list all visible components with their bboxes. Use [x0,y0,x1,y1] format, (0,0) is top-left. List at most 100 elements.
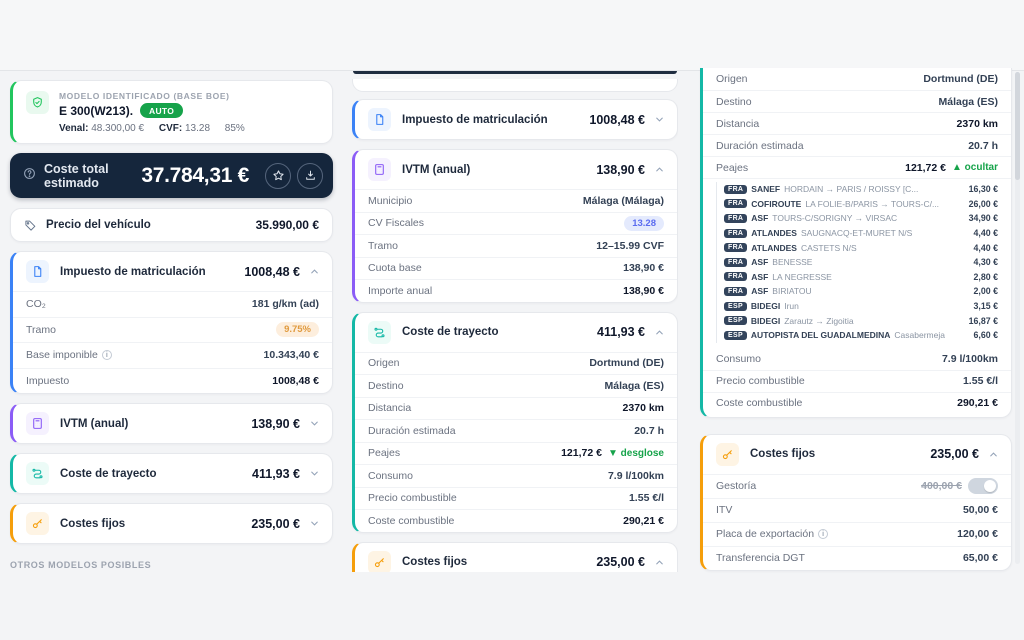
trip-cost-header[interactable]: Coste de trayecto 411,93 € [13,454,332,493]
download-button[interactable] [297,162,323,189]
row-value: 7.9 l/100km [941,352,998,365]
row-value: 1.55 €/l [962,375,998,388]
chevron-down-icon[interactable] [309,468,320,479]
registration-tax-header[interactable]: Impuesto de matriculación 1008,48 € [13,252,332,291]
vehicle-price-card: Precio del vehículo 35.990,00 € [10,208,333,242]
chevron-down-icon[interactable] [654,114,665,125]
detail-row: CV Fiscales 13.28 [355,211,677,235]
row-label: Peajes [716,161,749,174]
chevron-up-icon[interactable] [988,449,999,460]
row-value: 10.343,40 € [263,349,319,362]
row-value: 65,00 € [962,552,998,565]
scrollbar-thumb[interactable] [1015,72,1020,180]
vertical-scrollbar[interactable] [1015,72,1020,564]
toggle-breakdown-link[interactable]: ▲ ocultar [951,162,998,173]
detail-row: Peajes 121,72 € ▲ ocultar [703,156,1011,178]
ivtm-header[interactable]: IVTM (anual) 138,90 € [355,150,677,189]
section-title: Costes fijos [402,556,468,568]
toll-price: 16,30 € [968,184,998,195]
chevron-up-icon[interactable] [309,266,320,277]
ivtm-header[interactable]: IVTM (anual) 138,90 € [13,404,332,443]
row-value-group: 10.343,40 € [264,349,319,361]
registration-tax-header[interactable]: Impuesto de matriculación 1008,48 € [355,100,677,139]
fixed-costs-header[interactable]: Costes fijos 235,00 € [703,435,1011,474]
fixed-costs-rows: Gestoría 400,00 € ITV 50,00 € Placa de expor… [703,473,1011,570]
detail-row: Base imponible i 10.343,40 € [13,342,332,368]
row-value: 1.55 €/l [628,492,664,505]
chevron-up-icon[interactable] [654,557,665,568]
row-label: Cuota base [368,262,422,275]
toll-row: FRA COFIROUTE LA FOLIE-B/PARIS → TOURS-C/.… [724,197,998,212]
model-name: E 300(W213). [59,103,134,118]
country-badge: FRA [724,257,748,267]
toll-price: 6,60 € [973,330,998,341]
toggle-breakdown-link[interactable]: ▼ desglose [607,447,664,459]
row-label: Duración estimada [716,139,804,152]
shield-check-icon [26,91,49,114]
toll-route: SAUGNACQ-ET-MURET N/S [800,228,913,239]
detail-row: Destino Málaga (ES) [703,90,1011,112]
trip-cost-header[interactable]: Coste de trayecto 411,93 € [355,313,677,352]
row-value: 138,90 € [623,262,664,275]
cvf-label: CVF: [158,123,183,134]
value-badge: 9.75% [276,322,319,338]
row-value-group: 138,90 € [623,285,664,297]
detail-row: Origen Dortmund (DE) [355,351,677,375]
row-value-group: 12–15.99 CVF [596,240,664,252]
toll-price: 4,40 € [973,228,998,239]
row-value-group: 138,90 € [623,262,664,274]
info-circle-icon[interactable]: i [818,529,829,540]
row-value: 181 g/km (ad) [251,298,319,311]
toll-row: ESP AUTOPISTA DEL GUADALMEDINA Casabermeja… [724,328,998,343]
section-value: 235,00 € [596,555,645,569]
detail-row: Peajes 121,72 € ▼ desglose [355,441,677,465]
row-label: Consumo [368,469,413,482]
help-circle-icon[interactable] [23,167,36,185]
row-value-group: 20.7 h [634,425,664,437]
gestoria-toggle[interactable] [968,478,998,495]
toll-route: BENESSE [772,257,813,268]
row-label: Peajes [368,447,401,460]
detail-row: Tramo 12–15.99 CVF [355,234,677,257]
chevron-up-icon[interactable] [654,164,665,175]
row-value-group: 7.9 l/100km [942,353,998,365]
row-value-group: 2370 km [957,118,998,130]
toll-row: FRA ASF TOURS-C/SORIGNY → VIRSAC 34,90 € [724,211,998,226]
row-value-group: 20.7 h [968,140,998,152]
row-label: Base imponible i [26,349,112,361]
cvf-value: 13.28 [184,123,211,134]
model-eyebrow: MODELO IDENTIFICADO (BASE BOE) [59,91,230,101]
chevron-up-icon[interactable] [654,327,665,338]
toll-route: LA FOLIE-B/PARIS → TOURS-C/... [805,198,940,209]
identified-model-card: MODELO IDENTIFICADO (BASE BOE) E 300(W21… [10,80,333,144]
toll-operator: SANEF [751,184,781,195]
model-subline: Venal: 48.300,00 € CVF: 13.28 85% [59,123,245,134]
section-value: 411,93 € [597,325,645,339]
row-value-group: 1.55 €/l [629,492,664,504]
fixed-costs-header[interactable]: Costes fijos 235,00 € [355,543,677,572]
info-circle-icon[interactable]: i [101,350,112,361]
tag-icon [25,220,36,231]
toll-row: ESP BIDEGI Irun 3,15 € [724,299,998,314]
toll-route: BIRIATOU [772,286,812,297]
section-value: 1008,48 € [589,112,645,127]
detail-row: Municipio Málaga (Málaga) [355,189,677,212]
row-value: 400,00 € [921,480,962,493]
row-value: 290,21 € [957,397,998,410]
toll-operator: ASF [751,257,769,268]
favorite-star-button[interactable] [265,162,291,189]
tolls-breakdown: FRA SANEF HORDAIN → PARIS / ROISSY [C... 16… [703,178,1011,348]
fixed-costs-header[interactable]: Costes fijos 235,00 € [13,504,332,543]
row-value: 1008,48 € [272,374,319,387]
row-value-group: Málaga (ES) [604,380,664,392]
toll-operator: AUTOPISTA DEL GUADALMEDINA [750,330,891,341]
toll-route: TOURS-C/SORIGNY → VIRSAC [772,213,898,224]
route-icon [368,320,391,344]
chevron-down-icon[interactable] [309,518,320,529]
row-value-group: 181 g/km (ad) [252,298,319,310]
row-label: Coste combustible [716,397,803,410]
chevron-down-icon[interactable] [309,418,320,429]
match-percentage: 85% [224,123,245,134]
detail-row: Distancia 2370 km [703,112,1011,134]
